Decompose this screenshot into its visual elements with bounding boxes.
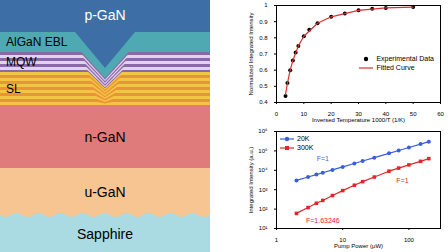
svg-text:10³: 10³ bbox=[259, 187, 268, 193]
svg-text:10²: 10² bbox=[259, 206, 268, 212]
svg-text:Sapphire: Sapphire bbox=[77, 226, 133, 242]
svg-text:10⁵: 10⁵ bbox=[258, 148, 268, 154]
svg-text:0.8: 0.8 bbox=[259, 35, 268, 41]
svg-text:10⁶: 10⁶ bbox=[258, 128, 268, 134]
svg-text:MQW: MQW bbox=[6, 55, 37, 69]
svg-text:0.5: 0.5 bbox=[259, 83, 268, 89]
svg-text:SL: SL bbox=[6, 82, 21, 96]
svg-text:Inversed Temperature 1000/T (1: Inversed Temperature 1000/T (1/K) bbox=[312, 117, 405, 123]
svg-text:10: 10 bbox=[339, 236, 346, 243]
svg-text:0.4: 0.4 bbox=[259, 99, 268, 105]
html-text:Experimental Data: Experimental Data bbox=[376, 55, 434, 62]
svg-text:0.7: 0.7 bbox=[259, 51, 268, 57]
svg-text:60: 60 bbox=[437, 111, 444, 117]
svg-text:10: 10 bbox=[300, 111, 307, 117]
svg-text:1: 1 bbox=[275, 237, 279, 243]
svg-text:40: 40 bbox=[382, 110, 390, 117]
svg-text:AlGaN EBL: AlGaN EBL bbox=[6, 35, 68, 49]
html-text:300K: 300K bbox=[297, 144, 314, 151]
svg-text:10¹: 10¹ bbox=[259, 225, 268, 231]
svg-text:Pump Power (μW): Pump Power (μW) bbox=[334, 243, 383, 249]
svg-text:100: 100 bbox=[404, 237, 415, 243]
svg-text:Normalized Integrated Intensit: Normalized Integrated Intensity bbox=[248, 12, 254, 95]
svg-text:50: 50 bbox=[410, 111, 417, 117]
svg-text:F=1: F=1 bbox=[317, 155, 329, 162]
svg-text:0: 0 bbox=[275, 111, 279, 117]
svg-text:30: 30 bbox=[355, 110, 362, 117]
svg-text:20: 20 bbox=[327, 110, 335, 117]
svg-text:0.6: 0.6 bbox=[259, 67, 268, 73]
svg-text:p-GaN: p-GaN bbox=[84, 7, 125, 23]
svg-text:u-GaN: u-GaN bbox=[84, 184, 125, 200]
html-text:Fitted Curve: Fitted Curve bbox=[376, 64, 415, 71]
svg-text:Integrated Intensity (a.u.): Integrated Intensity (a.u.) bbox=[248, 147, 254, 214]
svg-text:1: 1 bbox=[264, 2, 268, 8]
svg-text:F=1.63246: F=1.63246 bbox=[306, 217, 340, 224]
html-text:20K: 20K bbox=[297, 135, 310, 142]
svg-text:n-GaN: n-GaN bbox=[84, 129, 125, 145]
svg-text:0.9: 0.9 bbox=[259, 19, 268, 25]
svg-text:F=1: F=1 bbox=[396, 177, 408, 184]
svg-text:10⁴: 10⁴ bbox=[258, 167, 268, 173]
